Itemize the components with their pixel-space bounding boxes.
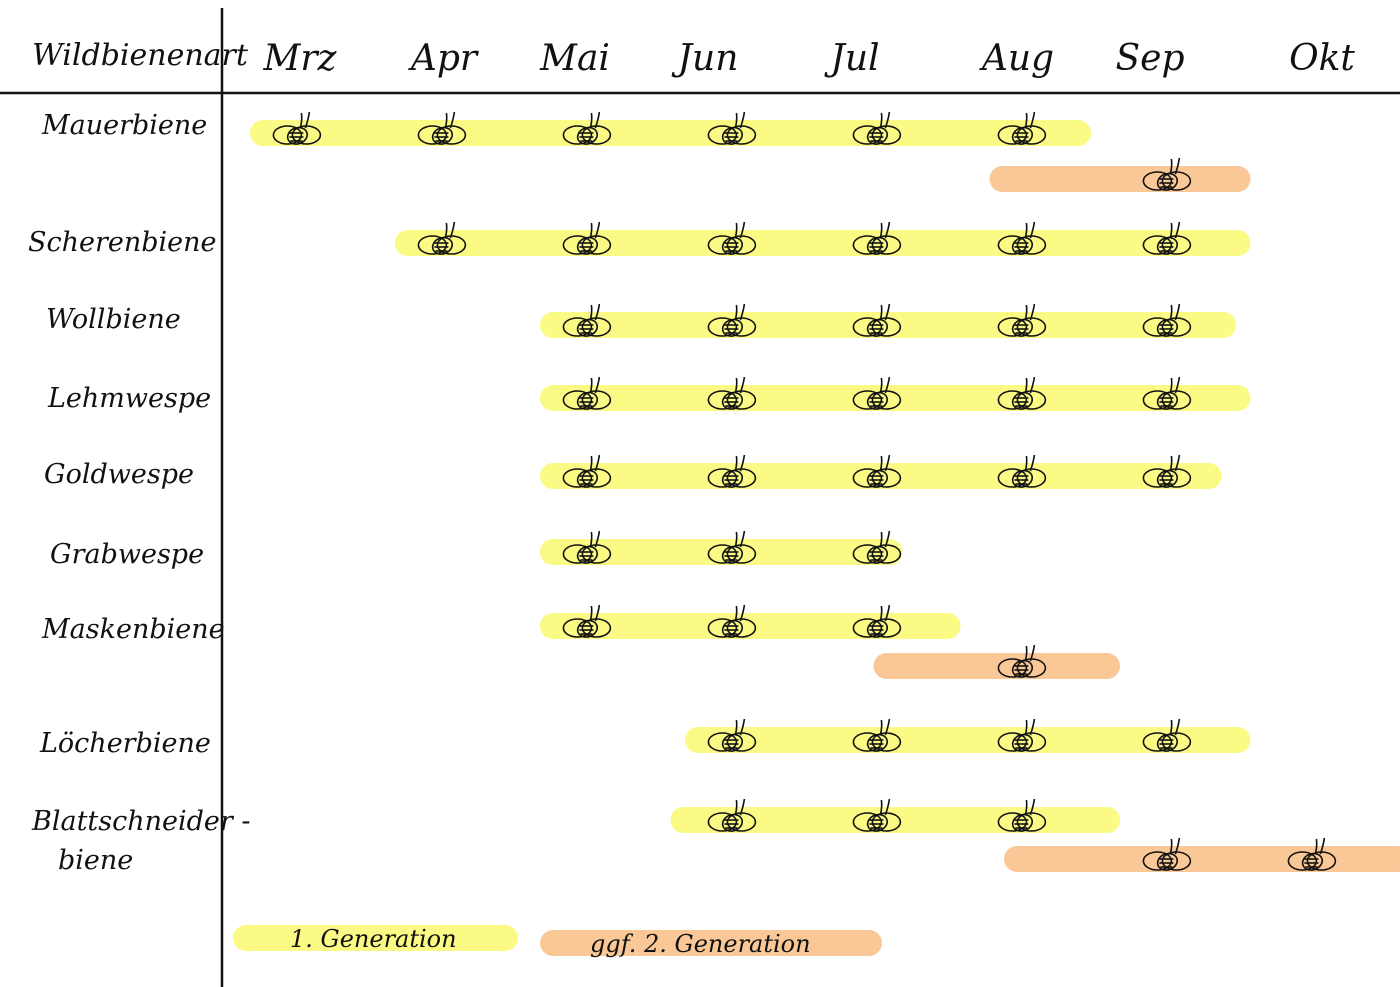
legend-swatch <box>540 930 882 956</box>
bee-icon <box>707 530 757 564</box>
bee-icon <box>562 604 612 638</box>
bee-icon <box>707 798 757 832</box>
month-label: Jul <box>823 38 879 79</box>
bee-icon <box>562 454 612 488</box>
month-label: Sep <box>1115 38 1184 79</box>
month-label: Okt <box>1289 38 1355 79</box>
bee-icon <box>562 111 612 145</box>
bee-icon <box>417 221 467 255</box>
bar <box>685 727 1251 753</box>
species-label: Goldwespe <box>44 459 194 490</box>
bar <box>989 166 1251 192</box>
bee-icon <box>852 111 902 145</box>
bee-icon <box>1142 303 1192 337</box>
species-label: Maskenbiene <box>41 614 225 645</box>
bee-icon <box>997 718 1047 752</box>
legend-swatch <box>233 925 518 951</box>
bee-icons-layer <box>272 111 1337 871</box>
bar <box>395 230 1251 256</box>
bee-icon <box>997 376 1047 410</box>
bee-icon <box>707 718 757 752</box>
bee-icon <box>707 454 757 488</box>
species-label: Mauerbiene <box>41 110 207 141</box>
bar <box>540 312 1236 338</box>
month-label: Mai <box>539 38 610 79</box>
month-label: Jun <box>671 38 739 79</box>
month-labels: Mrz Apr Mai Jun Jul Aug Sep Okt <box>262 38 1355 79</box>
bar <box>540 539 903 565</box>
month-label: Apr <box>408 38 479 79</box>
bee-icon <box>707 376 757 410</box>
bee-icon <box>1287 837 1337 871</box>
species-label: Blattschneider - <box>31 806 251 837</box>
legend-label: 1. Generation <box>290 925 457 953</box>
species-label: Lehmwespe <box>47 383 211 414</box>
bee-icon <box>562 376 612 410</box>
bee-icon <box>852 303 902 337</box>
bee-icon <box>1142 837 1192 871</box>
bee-icon <box>1142 718 1192 752</box>
species-labels: Mauerbiene Scherenbiene Wollbiene Lehmwespe… <box>28 110 251 876</box>
bee-icon <box>997 798 1047 832</box>
species-label: biene <box>58 845 133 876</box>
month-label: Aug <box>979 38 1054 79</box>
bee-icon <box>852 454 902 488</box>
bee-icon <box>707 111 757 145</box>
bee-icon <box>997 644 1047 678</box>
bee-icon <box>707 303 757 337</box>
bee-icon <box>852 530 902 564</box>
row-header-label: Wildbienenart <box>32 38 249 73</box>
species-label: Löcherbiene <box>39 728 211 759</box>
bee-icon <box>1142 157 1192 191</box>
bee-icon <box>1142 221 1192 255</box>
bee-icon <box>852 798 902 832</box>
bee-icon <box>562 303 612 337</box>
species-label: Scherenbiene <box>28 227 217 258</box>
species-label: Wollbiene <box>46 304 181 335</box>
bar <box>1004 846 1400 872</box>
bee-icon <box>707 221 757 255</box>
grid-lines <box>0 8 1400 987</box>
bee-icon <box>562 221 612 255</box>
bee-icon <box>272 111 322 145</box>
bee-icon <box>707 604 757 638</box>
bee-icon <box>562 530 612 564</box>
bee-icon <box>1142 454 1192 488</box>
legend-label: ggf. 2. Generation <box>590 930 811 958</box>
bee-icon <box>852 604 902 638</box>
month-label: Mrz <box>262 38 337 79</box>
bee-icon <box>997 221 1047 255</box>
bee-icon <box>852 718 902 752</box>
bar <box>873 653 1120 679</box>
bee-icon <box>852 221 902 255</box>
bee-icon <box>997 454 1047 488</box>
bee-icon <box>997 303 1047 337</box>
bee-icon <box>852 376 902 410</box>
species-label: Grabwespe <box>50 539 204 570</box>
legend: 1. Generation ggf. 2. Generation <box>233 925 882 958</box>
bee-icon <box>997 111 1047 145</box>
bee-icon <box>417 111 467 145</box>
bars-layer <box>250 120 1400 872</box>
bar <box>250 120 1091 146</box>
bee-icon <box>1142 376 1192 410</box>
